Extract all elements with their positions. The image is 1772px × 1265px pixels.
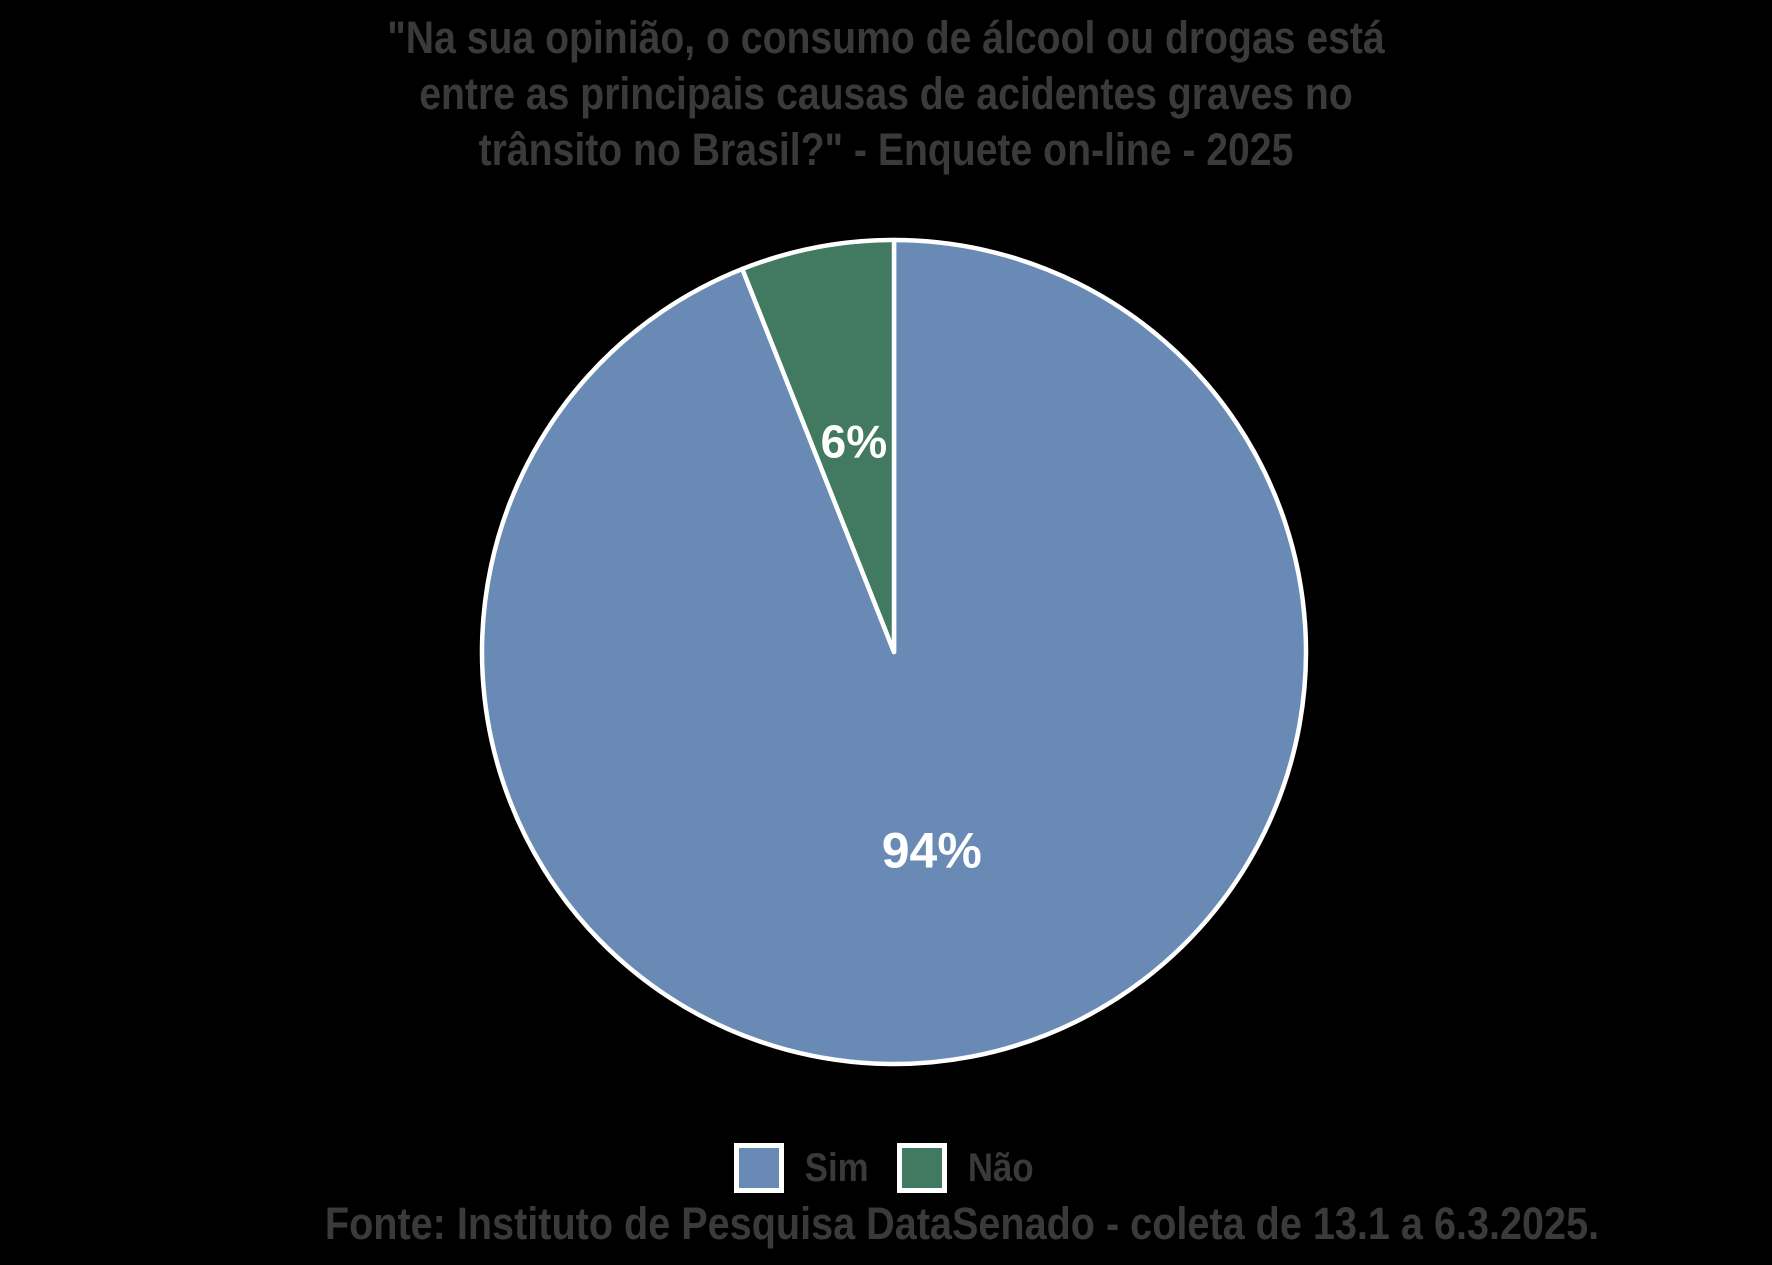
legend: Sim Não <box>0 1143 1772 1193</box>
legend-item-nao: Não <box>896 1143 1039 1193</box>
legend-label-sim: Sim <box>804 1145 869 1190</box>
legend-item-sim: Sim <box>733 1143 873 1193</box>
legend-swatch-sim <box>733 1143 784 1193</box>
pie-label-nao: 6% <box>821 416 887 468</box>
chart-title: "Na sua opinião, o consumo de álcool ou … <box>387 12 1385 175</box>
legend-label-nao: Não <box>967 1145 1034 1190</box>
legend-swatch-nao <box>896 1143 947 1193</box>
source-note: Fonte: Instituto de Pesquisa DataSenado … <box>324 1198 1600 1249</box>
pie-slice-nao <box>740 237 897 655</box>
pie-label-sim: 94% <box>882 822 982 878</box>
